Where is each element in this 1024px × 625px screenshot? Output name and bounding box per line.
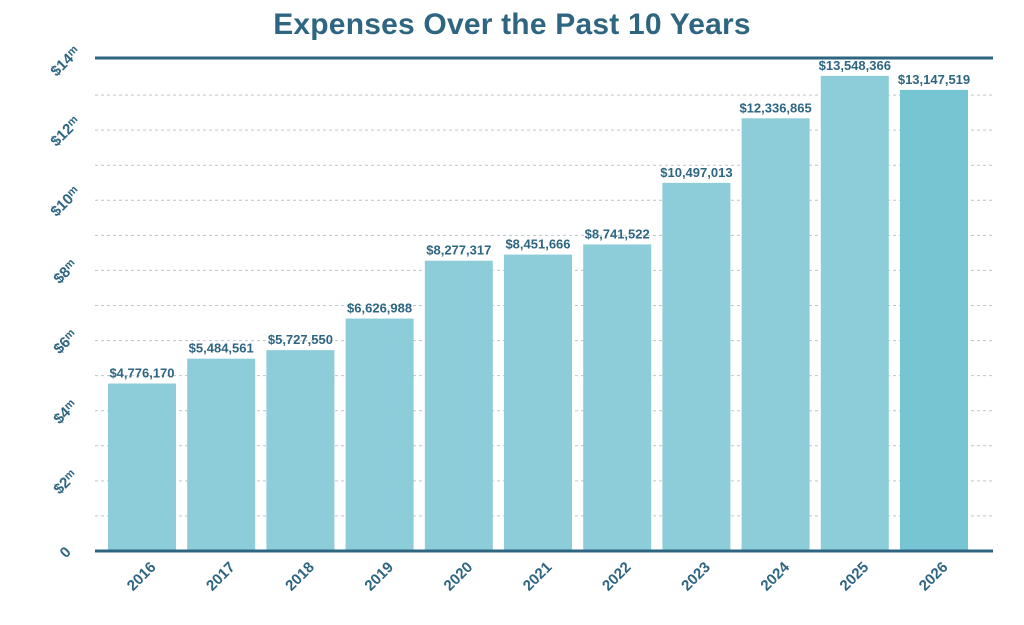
data-label-2016: $4,776,170	[109, 365, 174, 380]
data-label-2018: $5,727,550	[268, 332, 333, 347]
axes	[95, 56, 993, 553]
data-label-2024: $12,336,865	[739, 100, 811, 115]
bar-2018	[266, 350, 335, 551]
bar-2026	[900, 89, 968, 551]
y-tick-2: $2m	[50, 467, 81, 498]
y-tick-8: $8m	[50, 256, 81, 287]
y-tick-4: $4m	[50, 397, 81, 428]
bar-2017	[187, 358, 256, 551]
data-label-2026: $13,147,519	[898, 72, 970, 87]
x-tick-2023: 2023	[678, 559, 714, 595]
bar-2024	[741, 118, 810, 551]
bar-2021	[504, 254, 572, 551]
data-label-2023: $10,497,013	[660, 165, 732, 180]
x-tick-2021: 2021	[520, 559, 556, 595]
x-tick-2019: 2019	[361, 559, 397, 595]
y-tick-0: 0	[57, 544, 75, 562]
y-tick-6: $6m	[50, 327, 81, 358]
bar-2016	[108, 383, 176, 551]
x-tick-2026: 2026	[916, 559, 952, 595]
x-tick-2025: 2025	[837, 559, 873, 595]
bar-2025	[820, 75, 889, 551]
data-label-2017: $5,484,561	[189, 341, 254, 356]
bar-2023	[662, 182, 731, 552]
bars	[108, 75, 968, 552]
bar-2020	[424, 260, 493, 551]
data-label-2025: $13,548,366	[819, 58, 891, 73]
x-tick-2022: 2022	[599, 559, 635, 595]
y-tick-14: $14m	[47, 43, 84, 80]
data-label-2021: $8,451,666	[505, 237, 570, 252]
x-tick-labels: 2016 2017 2018 2019 2020 2021 2022 2023 2024 2025…	[124, 558, 952, 594]
x-tick-2016: 2016	[124, 559, 160, 595]
y-tick-labels: 0 $2m $4m $6m $8m $10m $12m $14m	[47, 43, 84, 562]
bar-2022	[583, 244, 652, 551]
x-tick-2020: 2020	[441, 559, 477, 595]
chart-title: Expenses Over the Past 10 Years	[273, 8, 751, 41]
y-tick-10: $10m	[47, 183, 84, 220]
data-label-2022: $8,741,522	[585, 226, 650, 241]
data-label-2019: $6,626,988	[347, 301, 412, 316]
y-tick-12: $12m	[47, 113, 84, 150]
x-tick-2024: 2024	[757, 558, 793, 594]
bar-2019	[345, 318, 414, 551]
x-tick-2018: 2018	[282, 559, 318, 595]
x-tick-2017: 2017	[203, 559, 239, 595]
data-labels: $4,776,170 $5,484,561 $5,727,550 $6,626,988…	[109, 58, 970, 381]
data-label-2020: $8,277,317	[426, 243, 491, 258]
